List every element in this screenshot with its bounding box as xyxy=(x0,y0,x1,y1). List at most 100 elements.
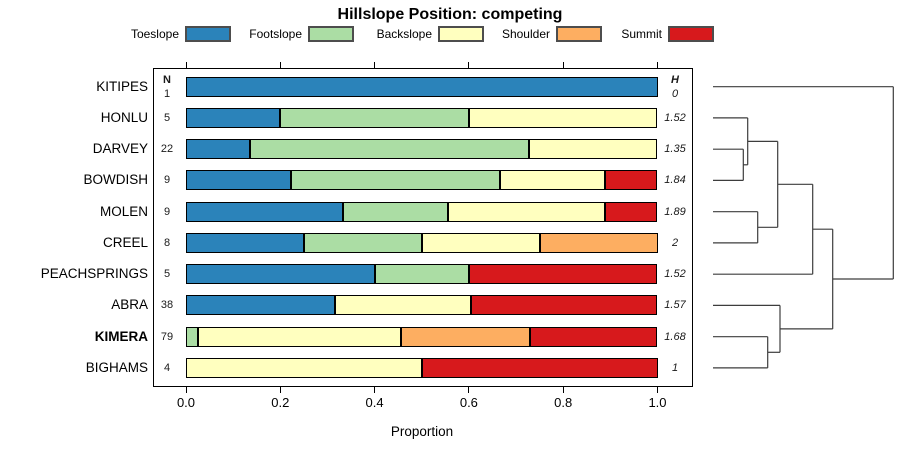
x-axis-tick-bottom xyxy=(468,387,470,393)
h-value-honlu: 1.52 xyxy=(664,111,686,124)
legend-label-shoulder: Shoulder xyxy=(501,27,550,41)
bar-segment-backslope xyxy=(334,295,472,316)
row-label-kimera: KIMERA xyxy=(94,328,148,344)
bar-segment-footslope xyxy=(290,170,501,191)
bar-segment-toeslope xyxy=(186,170,291,191)
stacked-bar-bighams xyxy=(186,357,658,378)
bar-segment-toeslope xyxy=(186,232,304,253)
n-value-bowdish: 9 xyxy=(163,174,171,187)
row-label-peachsprings: PEACHSPRINGS xyxy=(40,266,148,282)
stacked-bar-kimera xyxy=(186,326,658,347)
bar-segment-toeslope xyxy=(186,264,375,285)
x-axis-tick-top xyxy=(279,62,281,68)
bar-segment-summit xyxy=(421,357,658,378)
h-value-molen: 1.89 xyxy=(664,205,686,218)
stacked-bar-peachsprings xyxy=(186,264,658,285)
x-axis-label: Proportion xyxy=(390,424,454,439)
bar-segment-toeslope xyxy=(186,139,251,160)
x-axis-tick-bottom xyxy=(562,387,564,393)
x-axis-tick-top xyxy=(562,62,564,68)
h-value-creel: 2 xyxy=(671,236,679,249)
row-label-kitipes: KITIPES xyxy=(96,78,148,94)
stacked-bar-abra xyxy=(186,295,658,316)
x-axis-tick-top xyxy=(185,62,187,68)
bar-segment-footslope xyxy=(250,139,529,160)
legend-label-backslope: Backslope xyxy=(376,27,432,41)
bar-segment-backslope xyxy=(528,139,658,160)
chart-title: Hillslope Position: competing xyxy=(337,6,563,23)
n-value-kitipes: 1 xyxy=(163,87,171,100)
row-label-bighams: BIGHAMS xyxy=(85,359,148,375)
row-label-darvey: DARVEY xyxy=(92,141,148,157)
x-axis-tick-top xyxy=(374,62,376,68)
row-label-abra: ABRA xyxy=(111,297,148,313)
x-axis-tick-bottom xyxy=(374,387,376,393)
bar-segment-summit xyxy=(530,326,658,347)
bar-segment-backslope xyxy=(186,357,422,378)
stacked-bar-honlu xyxy=(186,107,658,128)
stacked-bar-bowdish xyxy=(186,170,658,191)
bar-segment-footslope xyxy=(186,326,198,347)
bar-segment-summit xyxy=(468,264,658,285)
legend-label-toeslope: Toeslope xyxy=(130,27,179,41)
bar-segment-footslope xyxy=(303,232,422,253)
stacked-bar-molen xyxy=(186,201,657,222)
bar-segment-footslope xyxy=(374,264,469,285)
bar-segment-backslope xyxy=(500,170,605,191)
n-value-abra: 38 xyxy=(160,299,174,312)
x-axis-tick-top xyxy=(468,62,470,68)
n-value-peachsprings: 5 xyxy=(163,268,171,281)
bar-segment-summit xyxy=(604,170,658,191)
stacked-bar-darvey xyxy=(186,139,658,160)
legend-swatch-backslope-icon xyxy=(438,26,484,42)
row-label-honlu: HONLU xyxy=(100,109,148,125)
h-value-bighams: 1 xyxy=(671,361,679,374)
bar-segment-footslope xyxy=(280,107,469,128)
h-column-header: H xyxy=(671,73,679,86)
bar-segment-backslope xyxy=(447,201,605,222)
bar-segment-toeslope xyxy=(186,107,281,128)
bar-segment-footslope xyxy=(343,201,448,222)
x-axis-tick-label: 1.0 xyxy=(648,395,667,410)
legend-swatch-toeslope-icon xyxy=(185,26,231,42)
bar-segment-backslope xyxy=(468,107,658,128)
x-axis-tick-bottom xyxy=(279,387,281,393)
h-value-darvey: 1.35 xyxy=(664,143,686,156)
bar-segment-toeslope xyxy=(186,201,343,222)
legend-swatch-shoulder-icon xyxy=(556,26,602,42)
h-value-kitipes: 0 xyxy=(671,87,679,100)
x-axis-tick-label: 0.2 xyxy=(271,395,290,410)
n-value-molen: 9 xyxy=(163,205,171,218)
legend-label-summit: Summit xyxy=(621,27,662,41)
h-value-bowdish: 1.84 xyxy=(664,174,686,187)
row-label-bowdish: BOWDISH xyxy=(83,172,148,188)
row-label-molen: MOLEN xyxy=(99,203,148,219)
row-label-creel: CREEL xyxy=(102,234,148,250)
n-value-creel: 8 xyxy=(163,236,171,249)
stacked-bar-kitipes xyxy=(186,76,658,97)
x-axis-tick-label: 0.8 xyxy=(554,395,573,410)
x-axis-tick-label: 0.4 xyxy=(365,395,384,410)
x-axis-tick-label: 0.6 xyxy=(459,395,478,410)
x-axis-tick-label: 0.0 xyxy=(176,395,196,410)
h-value-kimera: 1.68 xyxy=(664,330,686,343)
n-value-bighams: 4 xyxy=(163,361,171,374)
x-axis-tick-top xyxy=(657,62,658,68)
bar-segment-shoulder xyxy=(539,232,658,253)
h-value-abra: 1.57 xyxy=(664,299,686,312)
bar-segment-backslope xyxy=(197,326,401,347)
bar-segment-backslope xyxy=(421,232,540,253)
bar-segment-toeslope xyxy=(186,295,335,316)
bar-segment-shoulder xyxy=(400,326,531,347)
x-axis-tick-bottom xyxy=(185,387,187,393)
n-value-kimera: 79 xyxy=(160,330,174,343)
bar-segment-summit xyxy=(604,201,657,222)
n-column-header: N xyxy=(163,73,171,86)
legend-label-footslope: Footslope xyxy=(249,27,302,41)
bar-segment-summit xyxy=(471,295,658,316)
legend-swatch-footslope-icon xyxy=(308,26,354,42)
x-axis-tick-bottom xyxy=(657,387,658,393)
legend-swatch-summit-icon xyxy=(668,26,714,42)
